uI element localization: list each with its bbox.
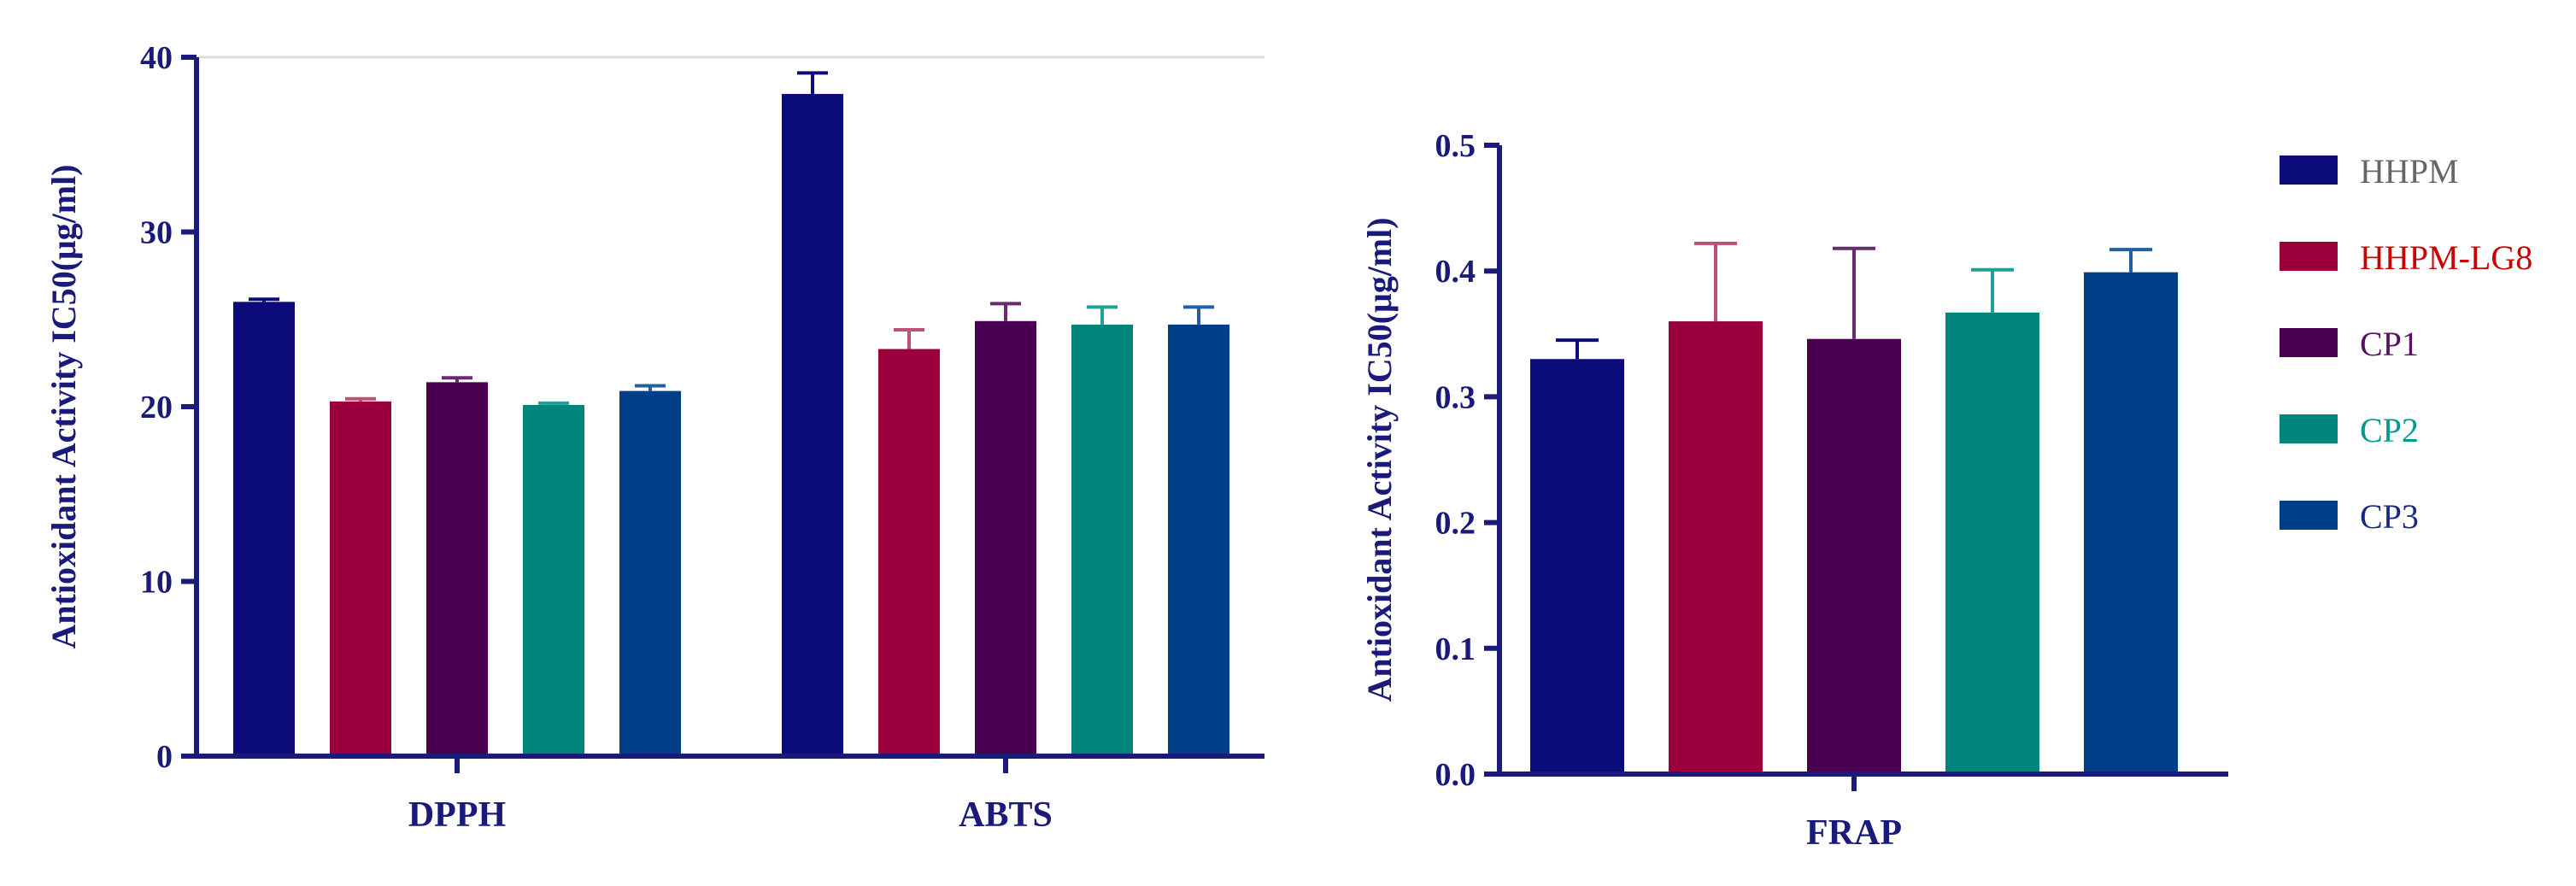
- bar-hhpm-lg8-dpph: [330, 401, 391, 756]
- bar-cp1-abts: [975, 320, 1036, 756]
- legend-swatch-cp3: [2280, 501, 2338, 530]
- y-tick-label: 20: [140, 390, 173, 425]
- y-tick-label: 0.3: [1435, 379, 1476, 415]
- category-label-abts: ABTS: [959, 795, 1053, 835]
- dpph-abts-chart: 0 10 20 30 40 DPPH ABTS Antioxidant Activity …: [44, 40, 1265, 835]
- y-tick-label: 0.5: [1435, 128, 1476, 164]
- y-tick-label: 0: [156, 739, 173, 775]
- bar-cp1-dpph: [426, 382, 488, 756]
- y-tick-label: 0.2: [1435, 506, 1476, 542]
- legend-label-hhpm-lg8: HHPM-LG8: [2360, 238, 2532, 277]
- legend-label-cp1: CP1: [2360, 325, 2419, 363]
- legend-swatch-cp1: [2280, 328, 2338, 357]
- y-tick-label: 10: [140, 565, 173, 601]
- frap-chart: 0.0 0.1 0.2 0.3 0.4 0.5 FRAP Antioxidant Acti…: [1360, 128, 2228, 853]
- left-categories: DPPH ABTS: [408, 756, 1053, 835]
- bar-hhpm-frap: [1530, 359, 1624, 774]
- bar-cp2-dpph: [523, 404, 584, 756]
- y-tick-label: 0.1: [1435, 631, 1476, 667]
- right-y-ticks: 0.0 0.1 0.2 0.3 0.4 0.5: [1435, 128, 1499, 793]
- bar-cp2-frap: [1945, 312, 2039, 774]
- category-label-frap: FRAP: [1806, 813, 1902, 853]
- bar-hhpm-lg8-frap: [1669, 321, 1763, 775]
- bar-cp3-dpph: [619, 390, 681, 756]
- bar-cp3-frap: [2084, 272, 2178, 774]
- legend-label-hhpm: HHPM: [2360, 152, 2459, 191]
- legend: HHPM HHPM-LG8 CP1 CP2 CP3: [2280, 152, 2532, 536]
- right-categories: FRAP: [1806, 774, 1902, 853]
- legend-label-cp2: CP2: [2360, 411, 2419, 449]
- bar-cp1-frap: [1807, 338, 1901, 774]
- legend-label-cp3: CP3: [2360, 497, 2419, 536]
- y-tick-label: 0.0: [1435, 757, 1476, 793]
- legend-swatch-hhpm-lg8: [2280, 242, 2338, 271]
- bar-hhpm-lg8-abts: [878, 349, 940, 756]
- left-y-ticks: 0 10 20 30 40: [140, 40, 197, 775]
- right-y-axis-label: Antioxidant Activity IC50(μg/ml): [1360, 217, 1399, 701]
- bar-hhpm-dpph: [233, 302, 295, 756]
- left-y-axis-label: Antioxidant Activity IC50(μg/ml): [44, 164, 83, 648]
- category-label-dpph: DPPH: [408, 795, 506, 835]
- bar-hhpm-abts: [782, 93, 843, 756]
- legend-swatch-cp2: [2280, 414, 2338, 443]
- y-tick-label: 30: [140, 215, 173, 251]
- y-tick-label: 0.4: [1435, 254, 1476, 290]
- left-bars: [233, 71, 1229, 756]
- y-tick-label: 40: [140, 40, 173, 76]
- bar-cp3-abts: [1168, 324, 1229, 756]
- right-bars: [1530, 241, 2178, 775]
- bar-cp2-abts: [1071, 324, 1133, 756]
- legend-swatch-hhpm: [2280, 155, 2338, 185]
